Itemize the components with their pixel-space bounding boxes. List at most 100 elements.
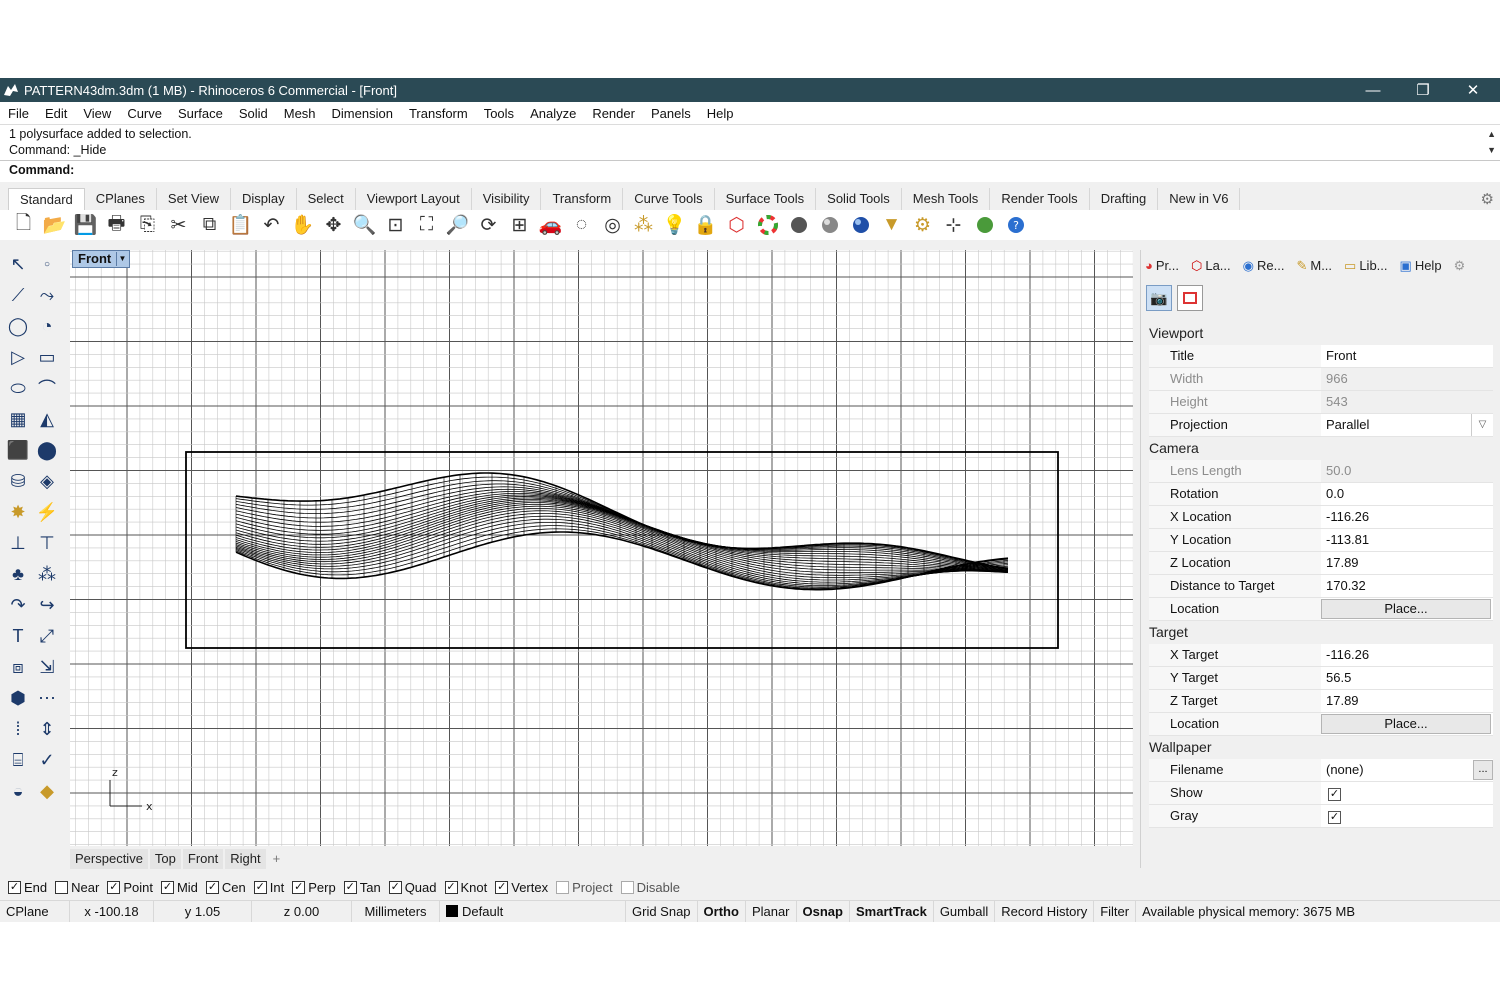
color-wheel-icon[interactable] [752, 211, 783, 239]
ortho-toggle[interactable]: Ortho [698, 900, 746, 922]
osnap-mid[interactable]: ✓ Mid [160, 880, 198, 895]
hide-icon[interactable]: ◌ [575, 214, 588, 235]
gray-checkbox[interactable]: ✓ [1328, 811, 1341, 824]
menu-render[interactable]: Render [592, 105, 635, 121]
tab-top[interactable]: Top [149, 849, 181, 869]
layer-indicator[interactable]: Default [440, 900, 626, 922]
filename-field[interactable]: (none)... [1321, 759, 1493, 781]
copy-icon[interactable]: ⧉ [202, 214, 217, 235]
smarttrack-toggle[interactable]: SmartTrack [850, 900, 934, 922]
tab-surface-tools[interactable]: Surface Tools [715, 188, 817, 210]
command-prompt[interactable]: Command: [0, 160, 1500, 180]
osnap-quad[interactable]: ✓ Quad [388, 880, 437, 895]
z-target-field[interactable]: 17.89 [1326, 693, 1359, 708]
osnap-checkbox[interactable] [620, 880, 634, 894]
osnap-perp[interactable]: ✓ Perp [292, 880, 336, 895]
zoom-icon[interactable]: 🔍 [352, 215, 377, 236]
array-icon[interactable]: ⁞ [15, 718, 21, 739]
render-sphere-icon[interactable] [845, 211, 876, 239]
gear-icon[interactable]: ⚙ [1480, 191, 1494, 208]
viewport-page-icon[interactable] [1177, 285, 1203, 311]
material-icon[interactable]: ◆ [40, 780, 54, 801]
wave-polysurface[interactable] [235, 472, 1009, 591]
tab-layers[interactable]: ⬡ La... [1190, 258, 1231, 273]
circle-icon[interactable]: ◯ [7, 315, 29, 336]
zoom-extents-icon[interactable]: ⛶ [419, 214, 434, 235]
osnap-int[interactable]: ✓ Int [253, 880, 284, 895]
menu-analyze[interactable]: Analyze [530, 105, 577, 121]
layer-icon[interactable]: ⬡ [728, 214, 745, 236]
tab-help[interactable]: ▣ Help [1399, 258, 1442, 273]
menu-file[interactable]: File [8, 105, 29, 121]
check-icon[interactable]: ✓ [39, 749, 55, 770]
viewport-title-tab[interactable]: Front ▼ [72, 250, 130, 268]
place-camera-button[interactable]: Place... [1321, 599, 1491, 619]
tab-curve-tools[interactable]: Curve Tools [623, 188, 715, 210]
zoom-window-icon[interactable]: ⊡ [387, 214, 404, 236]
menu-help[interactable]: Help [706, 105, 734, 121]
x-target-field[interactable]: -116.26 [1326, 647, 1370, 662]
align-icon[interactable]: ⇕ [39, 718, 55, 739]
offset-curve-icon[interactable]: ↪ [39, 594, 55, 615]
help-icon[interactable]: ? [1000, 211, 1031, 239]
tab-rendering[interactable]: ◉ Re... [1242, 258, 1285, 273]
loft-icon[interactable]: ◭ [40, 408, 54, 429]
rendered-icon[interactable] [814, 211, 845, 239]
tab-front[interactable]: Front [182, 849, 224, 869]
tab-transform[interactable]: Transform [541, 188, 624, 210]
minimize-button[interactable]: — [1365, 81, 1381, 99]
trim-icon[interactable]: ⚡ [35, 501, 59, 522]
tab-set-view[interactable]: Set View [157, 188, 231, 210]
osnap-checkbox[interactable]: ✓ [495, 880, 509, 894]
osnap-near[interactable]: Near [55, 880, 99, 895]
record-history-toggle[interactable]: Record History [995, 900, 1095, 922]
front-viewport[interactable]: z x [70, 250, 1133, 846]
gumball-toggle[interactable]: Gumball [934, 900, 996, 922]
move-view-icon[interactable]: ✥ [325, 214, 342, 236]
mirror-icon[interactable]: ⋯ [38, 687, 56, 708]
tab-right[interactable]: Right [225, 849, 266, 869]
grid-snap-toggle[interactable]: Grid Snap [626, 900, 698, 922]
filter-icon[interactable]: ▼ [882, 214, 901, 235]
tab-new-in-v6[interactable]: New in V6 [1158, 188, 1241, 210]
open-file-icon[interactable]: 📂 [42, 215, 67, 236]
offset-icon[interactable]: ↷ [10, 594, 26, 615]
tab-render-tools[interactable]: Render Tools [990, 188, 1090, 210]
units-label[interactable]: Millimeters [352, 900, 440, 922]
cplane-label[interactable]: CPlane [0, 900, 70, 922]
render-mesh-icon[interactable]: ◒ [12, 780, 24, 801]
polygon-icon[interactable]: ▷ [11, 346, 25, 367]
chevron-down-icon[interactable]: ▽ [1471, 414, 1493, 436]
osnap-point[interactable]: ✓ Point [107, 880, 153, 895]
tab-materials[interactable]: ✎ M... [1296, 258, 1333, 273]
osnap-checkbox[interactable]: ✓ [8, 880, 21, 894]
boolean-union-icon[interactable]: ♣ [12, 563, 24, 584]
paste-icon[interactable]: 📋 [228, 215, 253, 236]
boolean-split-icon[interactable]: ⁂ [38, 563, 56, 584]
place-target-button[interactable]: Place... [1321, 714, 1491, 734]
scroll-down-icon[interactable]: ▼ [1487, 145, 1496, 155]
osnap-checkbox[interactable] [55, 880, 69, 894]
add-viewport-tab-button[interactable]: + [272, 851, 281, 866]
osnap-project[interactable]: Project [556, 880, 613, 895]
osnap-checkbox[interactable] [556, 880, 570, 894]
lightbulb-icon[interactable]: 💡 [662, 215, 687, 236]
osnap-toggle[interactable]: Osnap [797, 900, 850, 922]
x-location-field[interactable]: -116.26 [1326, 509, 1370, 524]
tab-libraries[interactable]: ▭ Lib... [1344, 258, 1388, 273]
menu-solid[interactable]: Solid [238, 105, 268, 121]
four-viewports-icon[interactable]: ⊞ [511, 214, 528, 236]
tab-viewport-layout[interactable]: Viewport Layout [356, 188, 472, 210]
extrude-icon[interactable]: ⊥ [10, 532, 26, 553]
rotate-view-icon[interactable]: ⟳ [480, 214, 497, 236]
bounding-box[interactable] [185, 451, 1059, 649]
tab-visibility[interactable]: Visibility [472, 188, 542, 210]
undo-icon[interactable]: ↶ [263, 214, 280, 236]
tab-perspective[interactable]: Perspective [70, 849, 148, 869]
tab-select[interactable]: Select [297, 188, 356, 210]
point-icon[interactable]: ○ [43, 258, 51, 270]
cut-icon[interactable]: ✂ [170, 214, 187, 236]
chevron-down-icon[interactable]: ▼ [116, 252, 128, 266]
dimension-icon[interactable]: ⤢ [39, 625, 55, 646]
select-arrow-icon[interactable]: ↖ [10, 253, 26, 274]
